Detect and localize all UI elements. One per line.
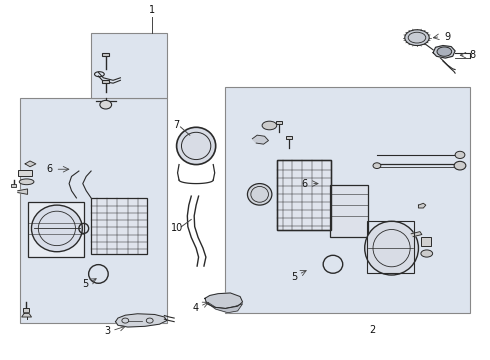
Polygon shape — [418, 203, 426, 208]
Bar — [91, 198, 147, 253]
Bar — [367, 221, 414, 273]
Bar — [11, 184, 16, 187]
Text: 5: 5 — [291, 272, 297, 282]
Ellipse shape — [31, 205, 82, 252]
Text: 3: 3 — [104, 326, 110, 336]
Polygon shape — [18, 189, 27, 194]
Ellipse shape — [262, 121, 277, 130]
Text: 9: 9 — [444, 32, 450, 41]
Bar — [277, 160, 331, 230]
Bar — [20, 98, 167, 323]
Polygon shape — [206, 302, 243, 313]
Ellipse shape — [421, 250, 433, 257]
Ellipse shape — [176, 127, 216, 165]
Polygon shape — [433, 45, 455, 58]
Bar — [23, 309, 29, 312]
Text: 6: 6 — [47, 164, 52, 174]
Bar — [286, 136, 292, 139]
Bar — [27, 202, 84, 257]
Bar — [91, 33, 167, 98]
Text: 6: 6 — [301, 179, 308, 189]
Bar — [102, 53, 109, 56]
Ellipse shape — [437, 47, 452, 56]
Ellipse shape — [454, 161, 466, 170]
Polygon shape — [205, 293, 243, 309]
Text: 7: 7 — [173, 121, 180, 130]
Bar — [277, 160, 331, 230]
Text: 10: 10 — [172, 224, 184, 233]
Polygon shape — [22, 314, 31, 317]
Ellipse shape — [373, 163, 381, 168]
Bar — [102, 80, 109, 83]
Ellipse shape — [100, 100, 112, 109]
Polygon shape — [411, 231, 422, 237]
Text: 4: 4 — [192, 303, 198, 313]
Bar — [18, 170, 32, 176]
Polygon shape — [25, 161, 36, 167]
Text: 8: 8 — [470, 50, 476, 60]
Ellipse shape — [247, 184, 272, 205]
Ellipse shape — [405, 30, 429, 45]
Bar — [276, 121, 282, 125]
Ellipse shape — [19, 179, 34, 185]
Bar — [225, 87, 470, 313]
Bar — [421, 237, 431, 246]
Ellipse shape — [455, 151, 465, 158]
Text: 2: 2 — [369, 325, 375, 334]
Text: 1: 1 — [149, 5, 155, 15]
Bar — [330, 185, 368, 237]
Text: 5: 5 — [82, 279, 88, 289]
Polygon shape — [252, 135, 269, 144]
Polygon shape — [116, 314, 167, 327]
Ellipse shape — [365, 221, 418, 275]
